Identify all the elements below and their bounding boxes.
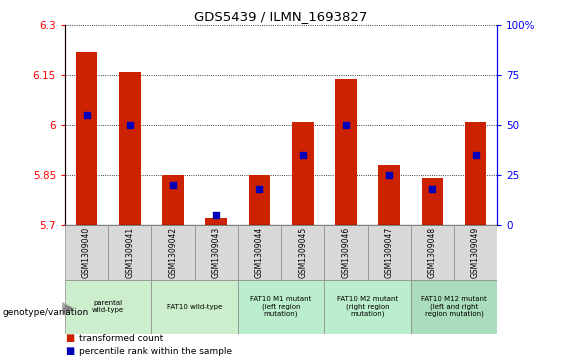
Bar (206, 219, 227, 225)
Text: GSM1309046: GSM1309046 (341, 227, 350, 278)
Bar (119, 72, 141, 225)
Text: GSM1309040: GSM1309040 (82, 227, 91, 278)
Bar (324, 280, 411, 334)
Bar (367, 225, 411, 280)
Bar (324, 225, 368, 280)
Bar (379, 165, 400, 225)
Point (212, 212, 221, 218)
Text: GSM1309049: GSM1309049 (471, 227, 480, 278)
Bar (335, 79, 357, 225)
Point (471, 152, 480, 158)
Polygon shape (62, 302, 75, 315)
Bar (465, 122, 486, 225)
Text: GSM1309041: GSM1309041 (125, 227, 134, 278)
Bar (292, 122, 314, 225)
Text: GSM1309047: GSM1309047 (385, 227, 394, 278)
Text: transformed count: transformed count (79, 334, 163, 343)
Point (82, 112, 91, 118)
Point (298, 152, 307, 158)
Bar (411, 280, 497, 334)
Text: FAT10 wild-type: FAT10 wild-type (167, 304, 222, 310)
Bar (454, 225, 497, 280)
Bar (249, 175, 270, 225)
Bar (194, 225, 238, 280)
Text: GSM1309048: GSM1309048 (428, 227, 437, 278)
Text: GSM1309043: GSM1309043 (212, 227, 221, 278)
Point (428, 186, 437, 192)
Text: ■: ■ (65, 346, 74, 356)
Point (168, 182, 177, 188)
Text: parental
wild-type: parental wild-type (92, 300, 124, 313)
Text: ■: ■ (65, 333, 74, 343)
Bar (108, 225, 151, 280)
Text: genotype/variation: genotype/variation (3, 308, 89, 317)
Point (125, 122, 134, 128)
Bar (162, 175, 184, 225)
Text: FAT10 M12 mutant
(left and right
region mutation): FAT10 M12 mutant (left and right region … (421, 296, 487, 317)
Point (255, 186, 264, 192)
Bar (76, 52, 97, 225)
Bar (421, 179, 443, 225)
Text: percentile rank within the sample: percentile rank within the sample (79, 347, 232, 356)
Bar (411, 225, 454, 280)
Bar (151, 280, 238, 334)
Bar (238, 280, 324, 334)
Text: GSM1309044: GSM1309044 (255, 227, 264, 278)
Text: GSM1309042: GSM1309042 (168, 227, 177, 278)
Bar (65, 225, 108, 280)
Bar (238, 225, 281, 280)
Title: GDS5439 / ILMN_1693827: GDS5439 / ILMN_1693827 (194, 10, 368, 23)
Text: FAT10 M1 mutant
(left region
mutation): FAT10 M1 mutant (left region mutation) (250, 296, 312, 317)
Text: GSM1309045: GSM1309045 (298, 227, 307, 278)
Bar (151, 225, 194, 280)
Bar (65, 280, 151, 334)
Point (341, 122, 350, 128)
Text: FAT10 M2 mutant
(right region
mutation): FAT10 M2 mutant (right region mutation) (337, 296, 398, 317)
Bar (281, 225, 324, 280)
Point (385, 172, 394, 178)
